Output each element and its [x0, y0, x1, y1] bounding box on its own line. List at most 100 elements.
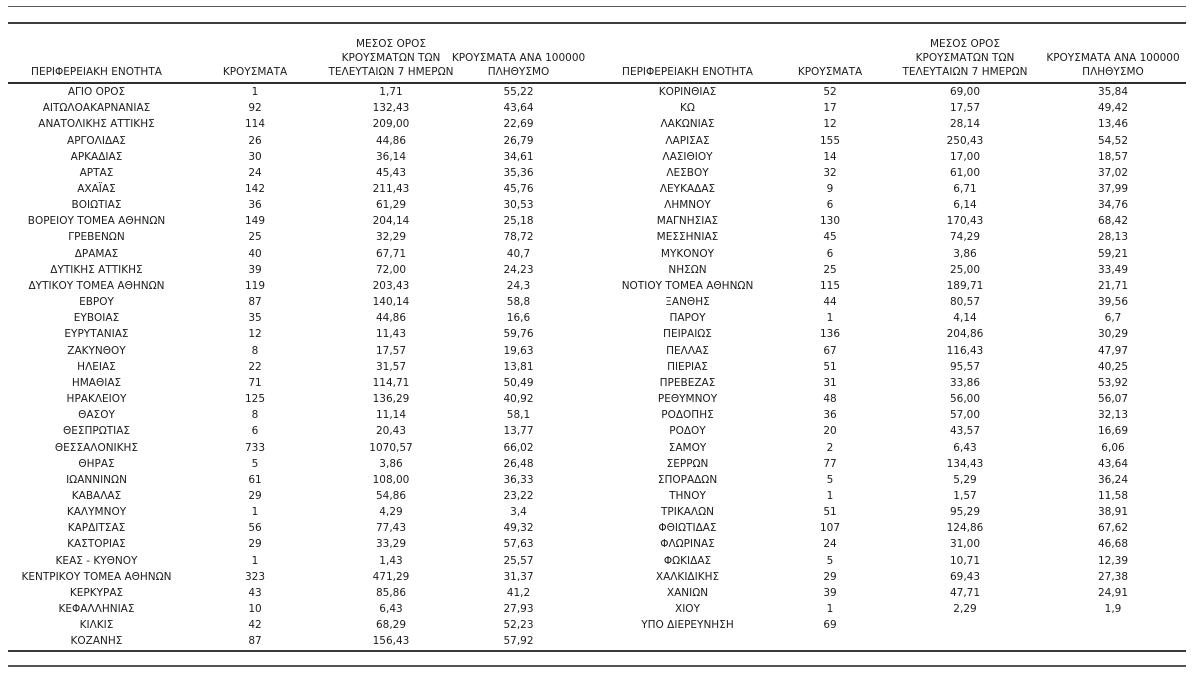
value-cell: 25,18	[503, 215, 534, 228]
table-row: ΠΕΛΛΑΣ 67 116,43 47,97	[605, 343, 1186, 359]
value-cell: 24,3	[506, 279, 531, 292]
value-cell: 39	[248, 263, 262, 276]
value-cell: 40,92	[503, 393, 534, 406]
value-cell: 27,38	[1097, 570, 1129, 583]
region-name-cell: ΚΕΝΤΡΙΚΟΥ ΤΟΜΕΑ ΑΘΗΝΩΝ	[21, 570, 172, 583]
value-cell: 10	[248, 603, 262, 616]
value-cell: 36,24	[1097, 473, 1129, 486]
table-row: ΣΕΡΡΩΝ 77 134,43 43,64	[605, 456, 1186, 472]
value-cell: 250,43	[946, 134, 984, 147]
value-cell: 51	[823, 506, 837, 519]
region-name-cell: ΒΟΙΩΤΙΑΣ	[71, 199, 122, 212]
value-cell: 95,57	[949, 360, 981, 373]
value-cell: 5	[826, 554, 834, 567]
column-header-label: ΠΕΡΙΦΕΡΕΙΑΚΗ ΕΝΟΤΗΤΑ	[622, 66, 753, 78]
column-header-cases: ΚΡΟΥΣΜΑΤΑ	[185, 26, 325, 82]
region-name-cell: ΠΡΕΒΕΖΑΣ	[659, 376, 716, 389]
table-row: ΦΩΚΙΔΑΣ 5 10,71 12,39	[605, 553, 1186, 569]
table-row: ΠΑΡΟΥ 1 4,14 6,7	[605, 310, 1186, 326]
value-cell: 41,2	[506, 586, 531, 599]
value-cell: 72,00	[375, 263, 407, 276]
value-cell: 6,71	[953, 183, 977, 196]
value-cell: 6,43	[953, 441, 977, 454]
value-cell: 10,71	[949, 554, 981, 567]
value-cell: 4,29	[379, 506, 403, 519]
region-name-cell: ΔΥΤΙΚΗΣ ΑΤΤΙΚΗΣ	[50, 263, 143, 276]
value-cell: 53,92	[1097, 376, 1129, 389]
value-cell: 156,43	[372, 635, 410, 648]
value-cell: 1,71	[379, 86, 403, 99]
value-cell: 69,00	[949, 86, 981, 99]
value-cell: 18,57	[1097, 150, 1129, 163]
value-cell: 22,69	[503, 118, 534, 131]
value-cell: 1	[251, 554, 259, 567]
value-cell: 30	[248, 150, 262, 163]
value-cell: 8	[251, 409, 259, 422]
region-name-cell: ΛΑΚΩΝΙΑΣ	[660, 118, 715, 131]
table-row: ΑΡΚΑΔΙΑΣ 30 36,14 34,61	[8, 149, 580, 165]
region-name-cell: ΕΒΡΟΥ	[79, 296, 114, 309]
table-row: ΑΡΓΟΛΙΔΑΣ 26 44,86 26,79	[8, 132, 580, 148]
value-cell: 13,81	[503, 360, 534, 373]
value-cell: 58,8	[506, 296, 531, 309]
region-name-cell: ΚΑΒΑΛΑΣ	[71, 489, 122, 502]
top-rule-thick	[8, 22, 1186, 24]
column-header-avg7: ΜΕΣΟΣ ΟΡΟΣ ΚΡΟΥΣΜΑΤΩΝ ΤΩΝ ΤΕΛΕΥΤΑΙΩΝ 7 Η…	[890, 26, 1040, 82]
region-name-cell: ΑΡΓΟΛΙΔΑΣ	[67, 134, 126, 147]
value-cell: 36,33	[503, 473, 534, 486]
value-cell: 39	[823, 586, 837, 599]
value-cell: 44	[823, 296, 837, 309]
table-row: ΜΑΓΝΗΣΙΑΣ 130 170,43 68,42	[605, 213, 1186, 229]
table-row: ΧΙΟΥ 1 2,29 1,9	[605, 601, 1186, 617]
value-cell: 33,86	[949, 376, 981, 389]
region-name-cell: ΘΕΣΣΑΛΟΝΙΚΗΣ	[54, 441, 139, 454]
value-cell: 24,91	[1097, 586, 1129, 599]
column-header-label: ΜΕΣΟΣ ΟΡΟΣ ΚΡΟΥΣΜΑΤΩΝ ΤΩΝ ΤΕΛΕΥΤΑΙΩΝ 7 Η…	[328, 38, 454, 78]
value-cell: 67	[823, 344, 837, 357]
value-cell: 54,52	[1097, 134, 1129, 147]
value-cell: 26,79	[503, 134, 534, 147]
table-row: ΥΠΟ ΔΙΕΡΕΥΝΗΣΗ 69	[605, 617, 1186, 633]
table-row: ΚΩ 17 17,57 49,42	[605, 100, 1186, 116]
value-cell: 2	[826, 441, 834, 454]
value-cell: 25	[823, 263, 837, 276]
region-name-cell: ΠΕΙΡΑΙΩΣ	[663, 328, 712, 341]
table-body-band: ΑΓΙΟ ΟΡΟΣ 1 1,71 55,22 ΑΙΤΩΛΟΑΚΑΡΝΑΝΙΑΣ 92 132…	[8, 84, 1186, 649]
region-name-cell: ΗΜΑΘΙΑΣ	[71, 376, 122, 389]
value-cell: 56,07	[1097, 393, 1129, 406]
table-row: ΧΑΝΙΩΝ 39 47,71 24,91	[605, 585, 1186, 601]
value-cell: 33,49	[1097, 263, 1129, 276]
table-row: ΓΡΕΒΕΝΩΝ 25 32,29 78,72	[8, 229, 580, 245]
value-cell: 36,14	[375, 150, 407, 163]
value-cell: 25	[248, 231, 262, 244]
region-name-cell: ΤΡΙΚΑΛΩΝ	[661, 506, 714, 519]
value-cell: 1	[251, 506, 259, 519]
value-cell: 3,86	[379, 457, 403, 470]
value-cell: 55,22	[503, 86, 534, 99]
value-cell: 35,36	[503, 166, 534, 179]
value-cell: 1	[826, 603, 834, 616]
value-cell: 5	[251, 457, 259, 470]
value-cell: 45	[823, 231, 837, 244]
table-row: ΑΓΙΟ ΟΡΟΣ 1 1,71 55,22	[8, 84, 580, 100]
value-cell: 17,57	[949, 102, 981, 115]
value-cell: 87	[248, 635, 262, 648]
region-name-cell: ΦΛΩΡΙΝΑΣ	[660, 538, 715, 551]
region-name-cell: ΡΕΘΥΜΝΟΥ	[657, 393, 718, 406]
value-cell: 45,76	[503, 183, 534, 196]
region-name-cell: ΜΕΣΣΗΝΙΑΣ	[656, 231, 719, 244]
value-cell: 30,53	[503, 199, 534, 212]
value-cell: 6,7	[1104, 312, 1122, 325]
region-name-cell: ΣΠΟΡΑΔΩΝ	[657, 473, 718, 486]
value-cell: 733	[244, 441, 266, 454]
region-name-cell: ΡΟΔΟΥ	[669, 425, 706, 438]
region-name-cell: ΞΑΝΘΗΣ	[665, 296, 710, 309]
header-underline	[8, 82, 1186, 84]
region-name-cell: ΔΡΑΜΑΣ	[74, 247, 119, 260]
region-name-cell: ΕΥΡΥΤΑΝΙΑΣ	[64, 328, 129, 341]
value-cell: 3,86	[953, 247, 977, 260]
table-row: ΑΧΑΪΑΣ 142 211,43 45,76	[8, 181, 580, 197]
value-cell: 6	[251, 425, 259, 438]
table-row: ΔΥΤΙΚΟΥ ΤΟΜΕΑ ΑΘΗΝΩΝ 119 203,43 24,3	[8, 278, 580, 294]
value-cell: 68,29	[375, 619, 407, 632]
